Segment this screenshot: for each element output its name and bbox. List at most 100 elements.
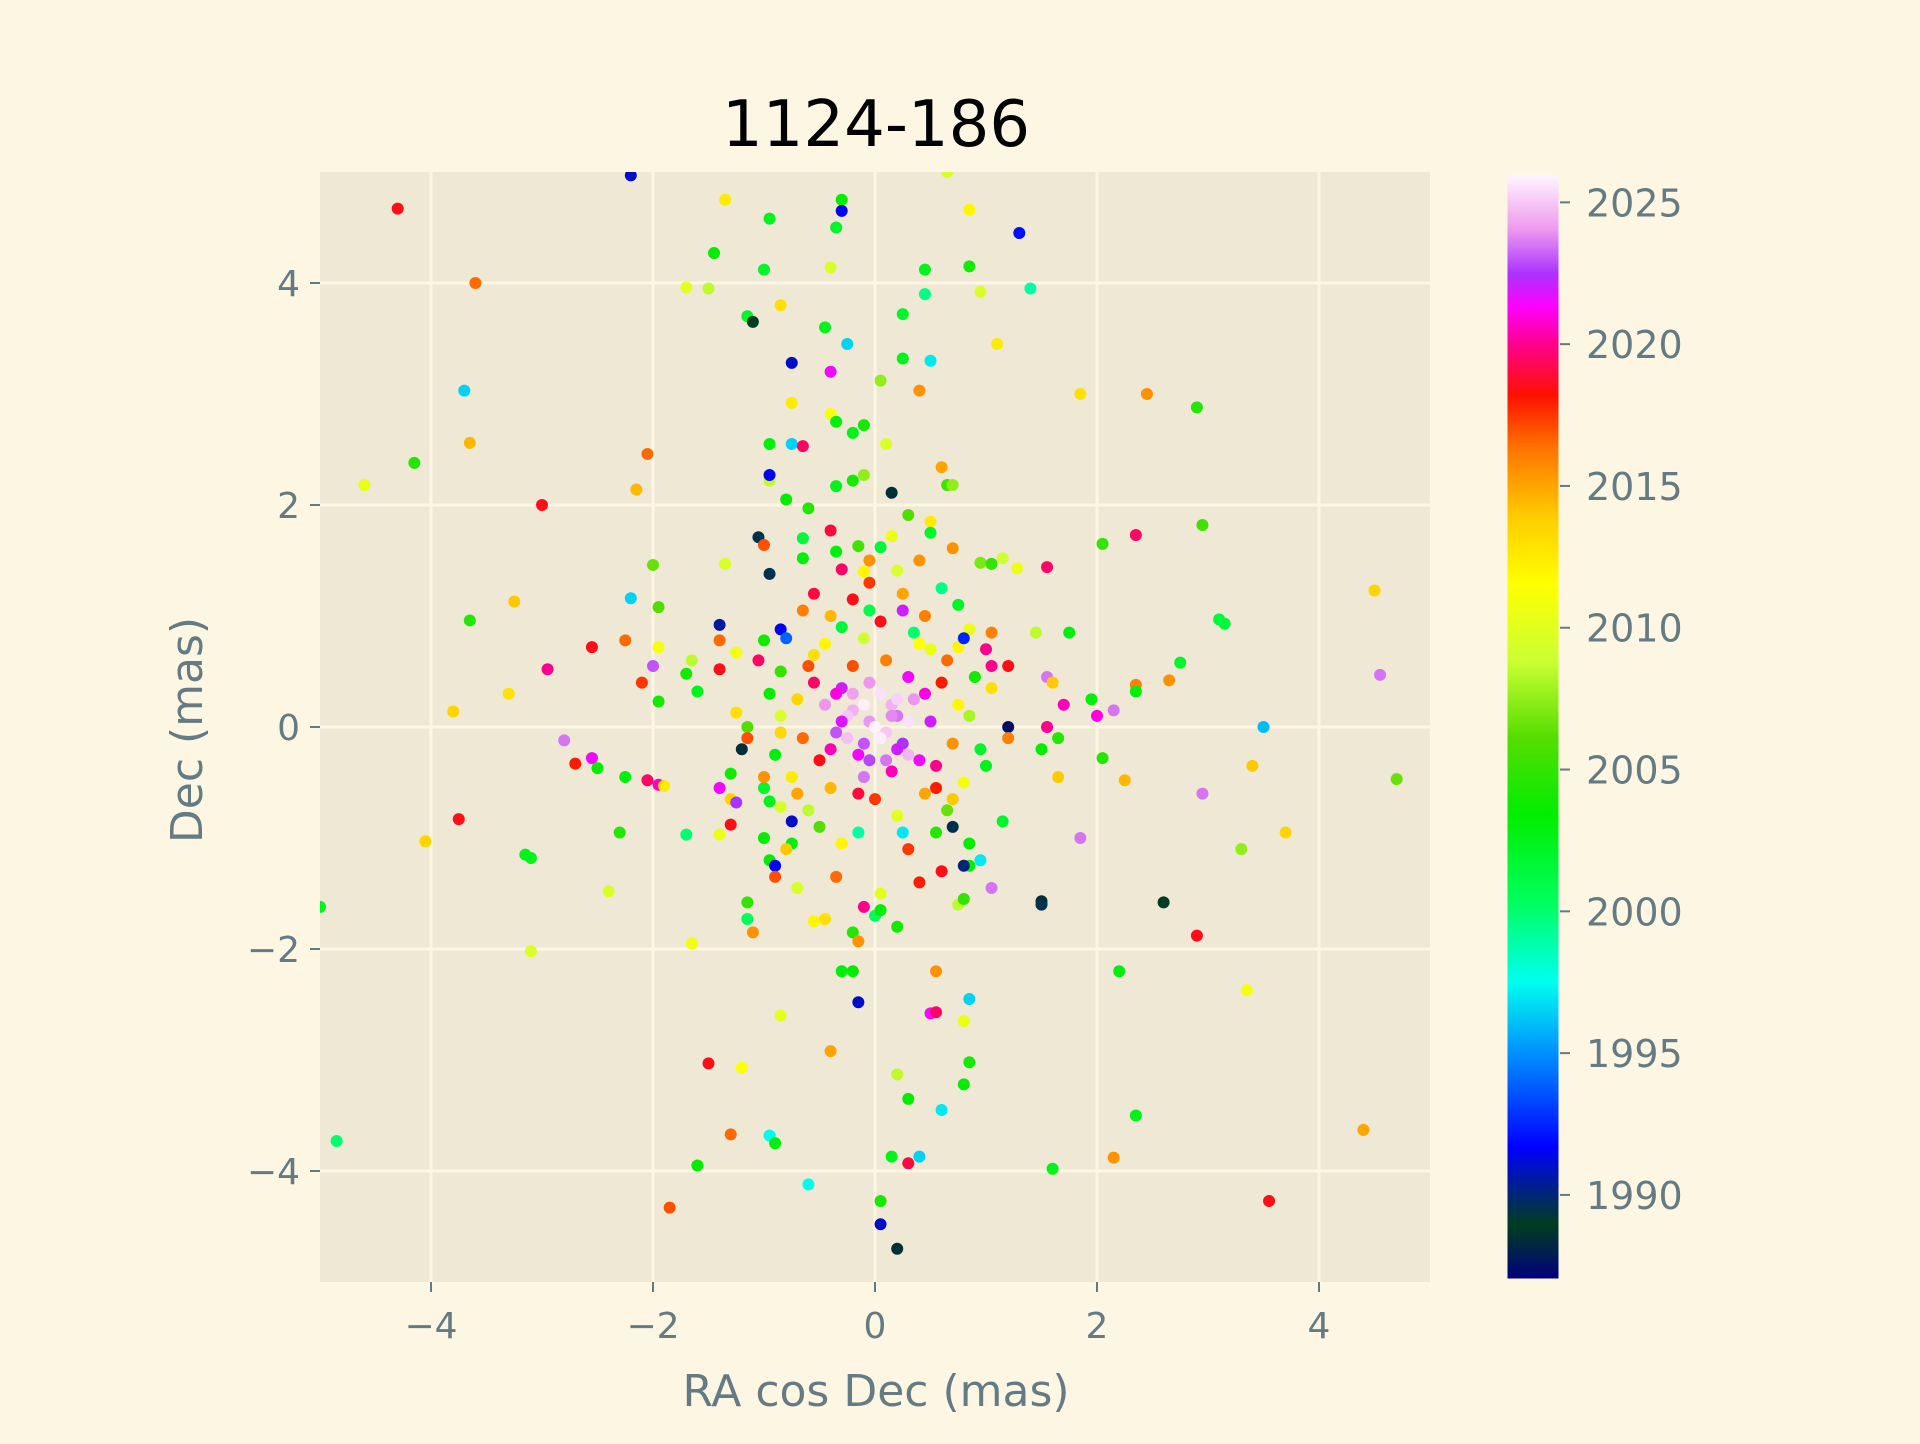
data-point	[930, 826, 943, 839]
data-point	[874, 887, 887, 900]
data-point	[852, 826, 865, 839]
data-point	[874, 374, 887, 387]
data-point	[824, 1045, 837, 1058]
data-point	[963, 992, 976, 1005]
data-point	[1129, 1109, 1142, 1122]
data-point	[502, 687, 515, 700]
data-point	[1107, 1151, 1120, 1164]
data-point	[830, 480, 843, 493]
data-point	[746, 926, 759, 939]
data-point	[663, 1201, 676, 1214]
data-point	[946, 820, 959, 833]
data-point	[536, 499, 548, 511]
data-point	[819, 321, 832, 334]
data-point	[619, 634, 632, 647]
data-point	[985, 659, 998, 672]
data-point	[685, 937, 698, 950]
data-point	[1257, 721, 1270, 733]
data-point	[463, 614, 476, 627]
data-point	[624, 592, 637, 605]
colorbar-tick-label: 2015	[1586, 465, 1683, 509]
data-point	[913, 1150, 926, 1163]
data-point	[807, 676, 820, 689]
data-point	[857, 419, 870, 432]
data-point	[885, 486, 898, 499]
data-point	[1041, 721, 1054, 733]
data-point	[774, 800, 787, 813]
y-tick-label: −2	[247, 930, 300, 971]
data-point	[330, 1135, 343, 1148]
data-point	[913, 554, 926, 567]
data-point	[763, 212, 776, 225]
data-point	[885, 1150, 898, 1163]
data-point	[918, 687, 931, 700]
data-point	[946, 793, 959, 806]
data-point	[857, 770, 870, 783]
data-point	[819, 637, 832, 650]
colorbar-tick-label: 2000	[1586, 890, 1683, 934]
data-point	[758, 263, 770, 276]
data-point	[1024, 282, 1037, 295]
data-point	[746, 315, 759, 328]
data-point	[824, 261, 837, 274]
data-point	[985, 557, 998, 570]
data-point	[713, 828, 726, 841]
data-point	[802, 659, 815, 672]
data-point	[452, 813, 465, 826]
y-axis-label: Dec (mas)	[162, 617, 213, 843]
data-point	[758, 770, 770, 783]
data-point	[741, 732, 754, 745]
x-tick-label: 0	[864, 1306, 887, 1347]
data-point	[991, 338, 1004, 351]
data-point	[835, 965, 848, 978]
data-point	[946, 542, 959, 555]
data-point	[885, 765, 898, 778]
data-point	[708, 247, 721, 260]
data-point	[1041, 561, 1054, 574]
data-point	[819, 913, 832, 926]
data-point	[1196, 787, 1209, 800]
data-point	[918, 288, 931, 301]
data-point	[941, 654, 954, 667]
data-point	[780, 632, 793, 645]
data-point	[846, 474, 859, 487]
data-point	[785, 437, 798, 450]
data-point	[1074, 832, 1087, 844]
data-point	[774, 726, 787, 739]
data-point	[996, 815, 1009, 828]
data-point	[320, 900, 326, 913]
data-point	[874, 1218, 887, 1231]
data-point	[918, 610, 931, 622]
y-axis: −4 −2 0 2 4	[247, 264, 320, 1193]
data-point	[641, 447, 654, 460]
data-point	[885, 530, 898, 543]
data-point	[680, 281, 693, 294]
data-point	[913, 876, 926, 889]
data-point	[946, 737, 959, 750]
data-point	[602, 885, 615, 898]
data-point	[963, 709, 976, 722]
colorbar-tick-label: 1995	[1586, 1032, 1683, 1076]
data-point	[1190, 929, 1203, 942]
data-point	[619, 770, 632, 783]
data-point	[835, 715, 848, 728]
data-point	[846, 926, 859, 939]
data-point	[935, 676, 948, 689]
data-point	[735, 743, 748, 756]
data-point	[924, 526, 937, 539]
data-point	[730, 646, 743, 659]
data-point	[913, 754, 926, 767]
data-point	[813, 820, 826, 833]
data-point	[780, 843, 793, 856]
data-point	[802, 502, 815, 515]
data-point	[635, 676, 648, 689]
data-point	[963, 260, 976, 273]
data-point	[891, 1068, 904, 1081]
data-point	[857, 565, 870, 578]
data-point	[796, 552, 809, 565]
data-point	[774, 665, 787, 678]
data-point	[852, 935, 865, 948]
data-point	[807, 648, 820, 661]
data-point	[1174, 656, 1187, 669]
